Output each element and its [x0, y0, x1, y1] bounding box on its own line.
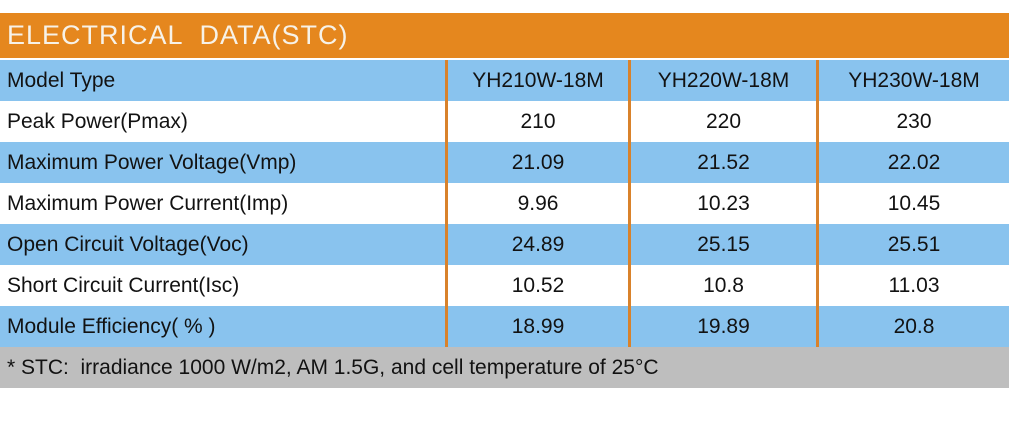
row-label: Maximum Power Current(Imp) — [7, 191, 289, 215]
table-row: Peak Power(Pmax) 210 220 230 — [0, 101, 1009, 142]
cell-value: 21.09 — [445, 142, 628, 183]
cell-value: 22.02 — [816, 142, 1009, 183]
cell-value: 210 — [445, 101, 628, 142]
footnote-bar: * STC: irradiance 1000 W/m2, AM 1.5G, an… — [0, 347, 1009, 388]
cell-value: 20.8 — [816, 306, 1009, 347]
row-label: Maximum Power Voltage(Vmp) — [7, 150, 297, 174]
cell-value: 230 — [816, 101, 1009, 142]
row-label: Open Circuit Voltage(Voc) — [7, 232, 249, 256]
header-row-label: Model Type — [7, 68, 116, 92]
cell-value: 19.89 — [628, 306, 816, 347]
cell-value: 10.23 — [628, 183, 816, 224]
table-title-bar: ELECTRICAL DATA(STC) — [0, 13, 1009, 58]
row-label: Peak Power(Pmax) — [7, 109, 188, 133]
cell-value: 11.03 — [816, 265, 1009, 306]
table-row: Open Circuit Voltage(Voc) 24.89 25.15 25… — [0, 224, 1009, 265]
column-header: YH230W-18M — [816, 60, 1009, 101]
cell-value: 10.52 — [445, 265, 628, 306]
table-title: ELECTRICAL DATA(STC) — [7, 20, 349, 50]
table-row: Module Efficiency( % ) 18.99 19.89 20.8 — [0, 306, 1009, 347]
cell-value: 10.8 — [628, 265, 816, 306]
column-header: YH220W-18M — [628, 60, 816, 101]
row-label: Short Circuit Current(Isc) — [7, 273, 240, 297]
cell-value: 10.45 — [816, 183, 1009, 224]
cell-value: 220 — [628, 101, 816, 142]
cell-value: 25.15 — [628, 224, 816, 265]
cell-value: 18.99 — [445, 306, 628, 347]
cell-value: 21.52 — [628, 142, 816, 183]
table-row: Maximum Power Current(Imp) 9.96 10.23 10… — [0, 183, 1009, 224]
cell-value: 9.96 — [445, 183, 628, 224]
electrical-data-table: ELECTRICAL DATA(STC) Model Type YH210W-1… — [0, 13, 1009, 388]
cell-value: 24.89 — [445, 224, 628, 265]
table-row: Maximum Power Voltage(Vmp) 21.09 21.52 2… — [0, 142, 1009, 183]
row-label: Module Efficiency( % ) — [7, 314, 216, 338]
table-row: Short Circuit Current(Isc) 10.52 10.8 11… — [0, 265, 1009, 306]
column-header: YH210W-18M — [445, 60, 628, 101]
cell-value: 25.51 — [816, 224, 1009, 265]
header-row: Model Type YH210W-18M YH220W-18M YH230W-… — [0, 60, 1009, 101]
stc-footnote: * STC: irradiance 1000 W/m2, AM 1.5G, an… — [7, 355, 659, 379]
table-body: Model Type YH210W-18M YH220W-18M YH230W-… — [0, 60, 1009, 347]
